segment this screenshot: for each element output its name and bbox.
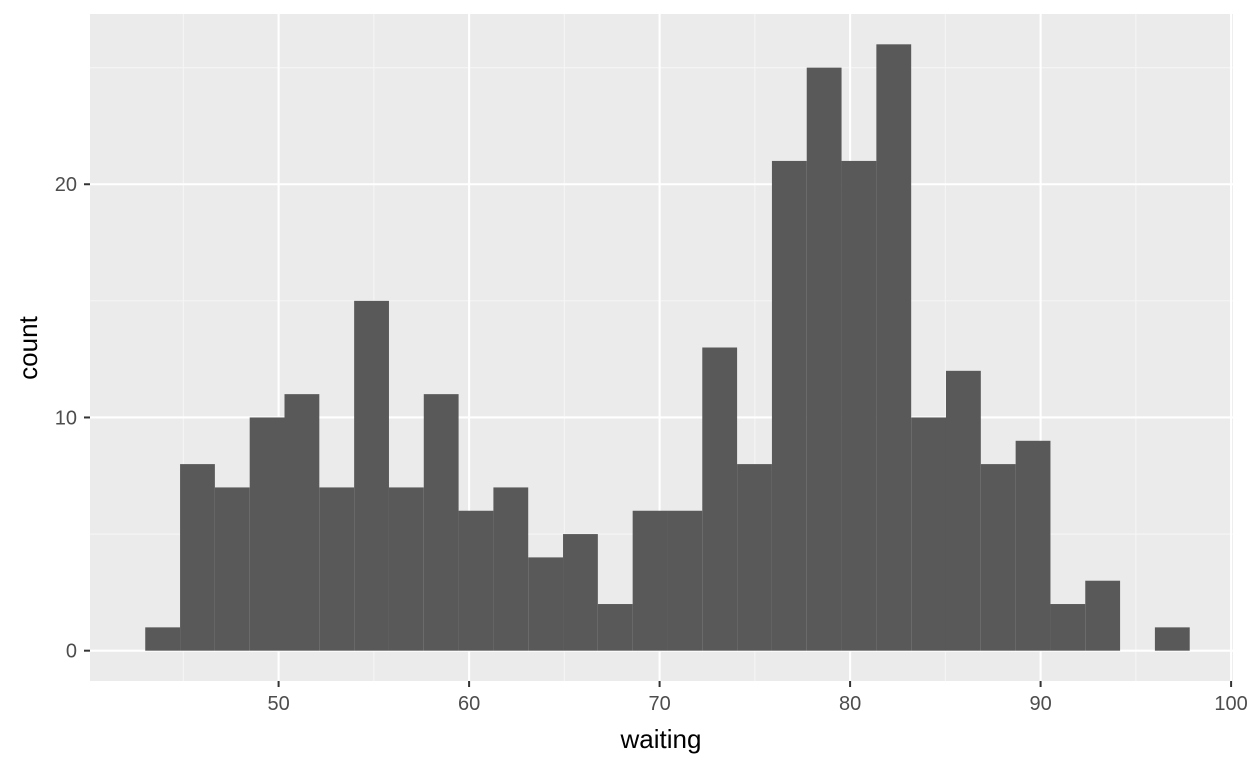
histogram-bar xyxy=(771,160,807,651)
histogram-bar xyxy=(354,300,389,651)
histogram-bar xyxy=(284,394,320,651)
histogram-bar xyxy=(702,347,738,651)
x-tick-label: 50 xyxy=(267,693,289,715)
histogram-bar xyxy=(423,394,459,651)
histogram-bar xyxy=(1050,604,1086,651)
x-tick-label: 80 xyxy=(839,693,861,715)
x-tick-label: 60 xyxy=(458,693,480,715)
x-tick-label: 70 xyxy=(648,693,670,715)
histogram-bar xyxy=(1015,440,1051,651)
histogram-bar xyxy=(388,487,424,651)
histogram-bar xyxy=(458,510,494,651)
histogram-bar xyxy=(145,627,181,651)
histogram-bar xyxy=(945,370,981,651)
x-axis-ticks: 50 60 70 80 90 100 xyxy=(267,681,1248,715)
y-tick-label: 20 xyxy=(55,174,77,196)
histogram-bar xyxy=(249,417,285,651)
x-axis-title: waiting xyxy=(620,724,702,754)
histogram-bar xyxy=(319,487,355,651)
histogram-bars xyxy=(145,44,1190,651)
y-tick-label: 10 xyxy=(55,407,77,429)
histogram-bar xyxy=(180,464,215,651)
histogram-bar xyxy=(806,67,842,651)
histogram-bar xyxy=(1085,580,1121,651)
histogram-bar xyxy=(1154,627,1190,651)
x-tick-label: 100 xyxy=(1214,693,1247,715)
histogram-bar xyxy=(841,160,877,651)
histogram-bar xyxy=(563,534,598,651)
y-axis-title: count xyxy=(13,315,43,379)
histogram-bar xyxy=(667,510,703,651)
histogram-bar xyxy=(737,464,772,651)
histogram-bar xyxy=(528,557,564,651)
histogram-bar xyxy=(214,487,250,651)
histogram-bar xyxy=(493,487,529,651)
histogram-bar xyxy=(980,464,1016,651)
histogram-bar xyxy=(632,510,668,651)
y-tick-label: 0 xyxy=(66,641,77,663)
histogram-bar xyxy=(876,44,912,651)
histogram-bar xyxy=(911,417,947,651)
x-tick-label: 90 xyxy=(1029,693,1051,715)
y-axis-ticks: 0 10 20 xyxy=(55,174,90,663)
histogram-bar xyxy=(597,604,633,651)
